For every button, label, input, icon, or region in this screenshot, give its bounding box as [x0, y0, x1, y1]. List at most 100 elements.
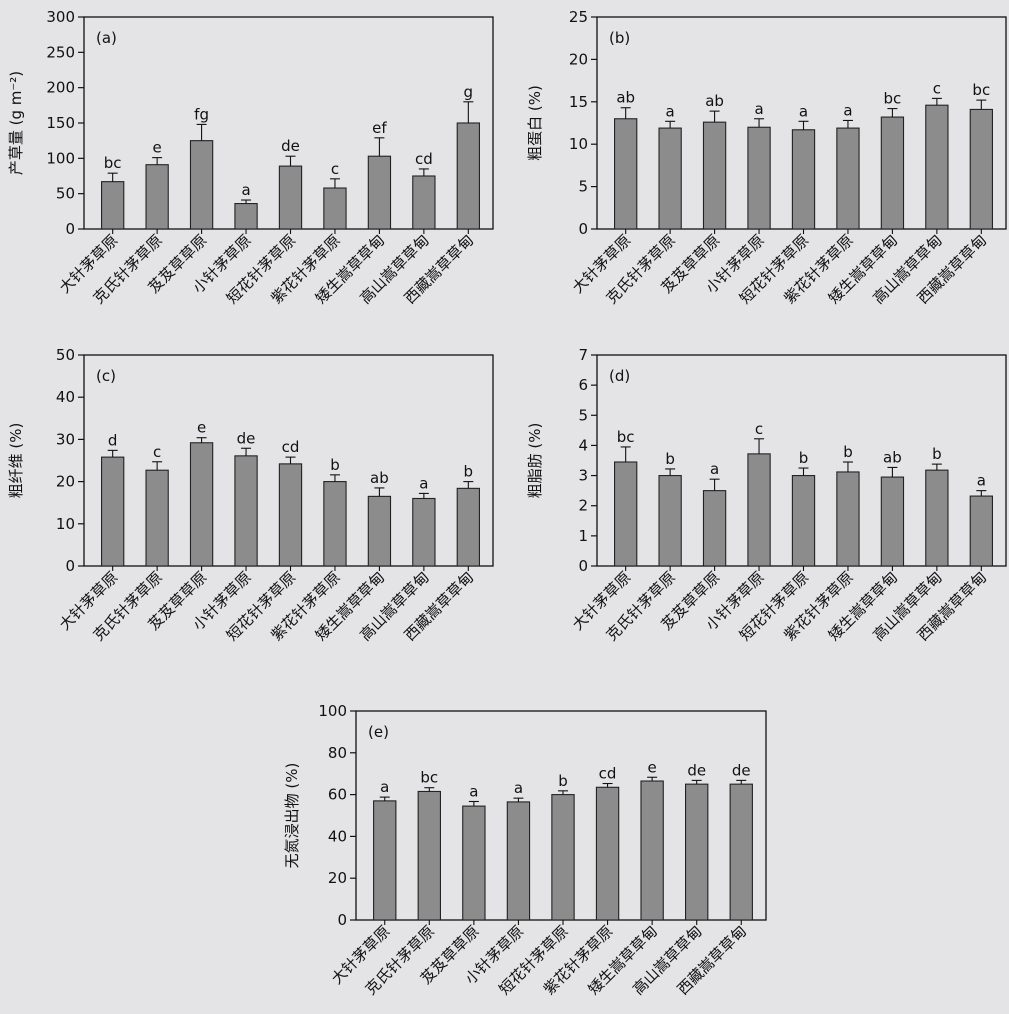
bar — [640, 780, 664, 921]
significance-label: c — [933, 79, 941, 97]
bar — [278, 463, 303, 567]
significance-label: c — [331, 160, 339, 178]
bar — [506, 801, 531, 921]
significance-label: a — [419, 474, 428, 492]
significance-label: e — [153, 139, 162, 157]
significance-label: ab — [883, 448, 902, 466]
significance-label: b — [665, 450, 675, 468]
significance-label: de — [281, 137, 300, 155]
y-tick-label: 0 — [578, 220, 588, 238]
y-tick-label: 20 — [328, 869, 347, 887]
significance-label: de — [687, 761, 706, 779]
significance-label: de — [732, 761, 751, 779]
bar — [456, 487, 480, 567]
bar — [278, 165, 303, 230]
significance-label: a — [514, 779, 523, 797]
y-tick-label: 60 — [328, 786, 347, 804]
bar — [747, 126, 771, 230]
significance-label: bc — [617, 428, 635, 446]
y-tick-label: 50 — [56, 185, 75, 203]
bar — [614, 118, 638, 230]
y-tick-label: 250 — [46, 43, 75, 61]
y-tick-label: 5 — [578, 406, 588, 424]
bar — [101, 181, 125, 230]
y-tick-label: 20 — [569, 50, 588, 68]
significance-label: c — [755, 420, 763, 438]
y-tick-label: 3 — [578, 467, 588, 485]
y-axis-title: 粗脂肪 (%) — [526, 423, 544, 499]
bar — [658, 127, 682, 230]
y-tick-label: 25 — [569, 8, 588, 26]
y-tick-label: 1 — [578, 527, 588, 545]
significance-label: b — [843, 443, 853, 461]
bar — [685, 783, 709, 921]
significance-label: de — [237, 429, 256, 447]
y-tick-label: 40 — [328, 827, 347, 845]
significance-label: cd — [415, 150, 433, 168]
bar — [658, 475, 682, 567]
significance-label: ab — [616, 89, 635, 107]
significance-label: bc — [420, 769, 438, 787]
significance-label: ab — [705, 92, 724, 110]
significance-label: a — [799, 102, 808, 120]
bar — [614, 461, 638, 567]
significance-label: b — [558, 772, 568, 790]
bar — [836, 127, 860, 230]
significance-label: e — [197, 419, 206, 437]
bar — [101, 456, 125, 567]
significance-label: g — [464, 83, 474, 101]
bar — [189, 442, 214, 567]
significance-label: a — [754, 100, 763, 118]
significance-label: a — [977, 472, 986, 490]
y-tick-label: 10 — [56, 515, 75, 533]
bar — [702, 490, 727, 567]
significance-label: b — [330, 456, 340, 474]
bar — [880, 476, 905, 567]
y-axis-title: 产草量 (g m⁻²) — [7, 71, 25, 175]
bar — [367, 155, 392, 230]
bar — [880, 116, 905, 230]
y-tick-label: 200 — [46, 79, 75, 97]
y-tick-label: 5 — [578, 178, 588, 196]
y-tick-label: 150 — [46, 114, 75, 132]
bar — [323, 481, 347, 567]
panel-label: (b) — [609, 29, 630, 47]
significance-label: bc — [884, 90, 902, 108]
significance-label: cd — [282, 438, 300, 456]
y-tick-label: 0 — [65, 220, 75, 238]
y-tick-label: 15 — [569, 93, 588, 111]
y-tick-label: 20 — [56, 473, 75, 491]
panel-label: (d) — [609, 367, 630, 385]
significance-label: c — [153, 443, 161, 461]
y-axis-title: 粗纤维 (%) — [7, 423, 25, 499]
y-tick-label: 100 — [46, 149, 75, 167]
bar — [323, 187, 347, 230]
bar — [462, 805, 486, 921]
bar — [836, 471, 860, 567]
bar — [417, 790, 441, 921]
bar — [791, 129, 816, 230]
significance-label: a — [469, 782, 478, 800]
significance-label: ab — [370, 469, 389, 487]
panel-label: (e) — [368, 723, 389, 741]
bar — [412, 175, 436, 230]
significance-label: a — [710, 460, 719, 478]
bar — [791, 475, 816, 567]
significance-label: e — [648, 758, 657, 776]
panel-label: (a) — [96, 29, 117, 47]
bar — [595, 786, 620, 921]
significance-label: b — [464, 463, 474, 481]
bar — [412, 497, 436, 567]
significance-label: d — [108, 431, 118, 449]
y-axis-title: 无氮浸出物 (%) — [283, 763, 301, 869]
y-tick-label: 4 — [578, 436, 588, 454]
bar — [969, 108, 993, 230]
significance-label: cd — [599, 765, 617, 783]
panel-label: (c) — [96, 367, 116, 385]
significance-label: bc — [104, 154, 122, 172]
bar — [367, 495, 392, 567]
y-tick-label: 0 — [337, 911, 347, 929]
